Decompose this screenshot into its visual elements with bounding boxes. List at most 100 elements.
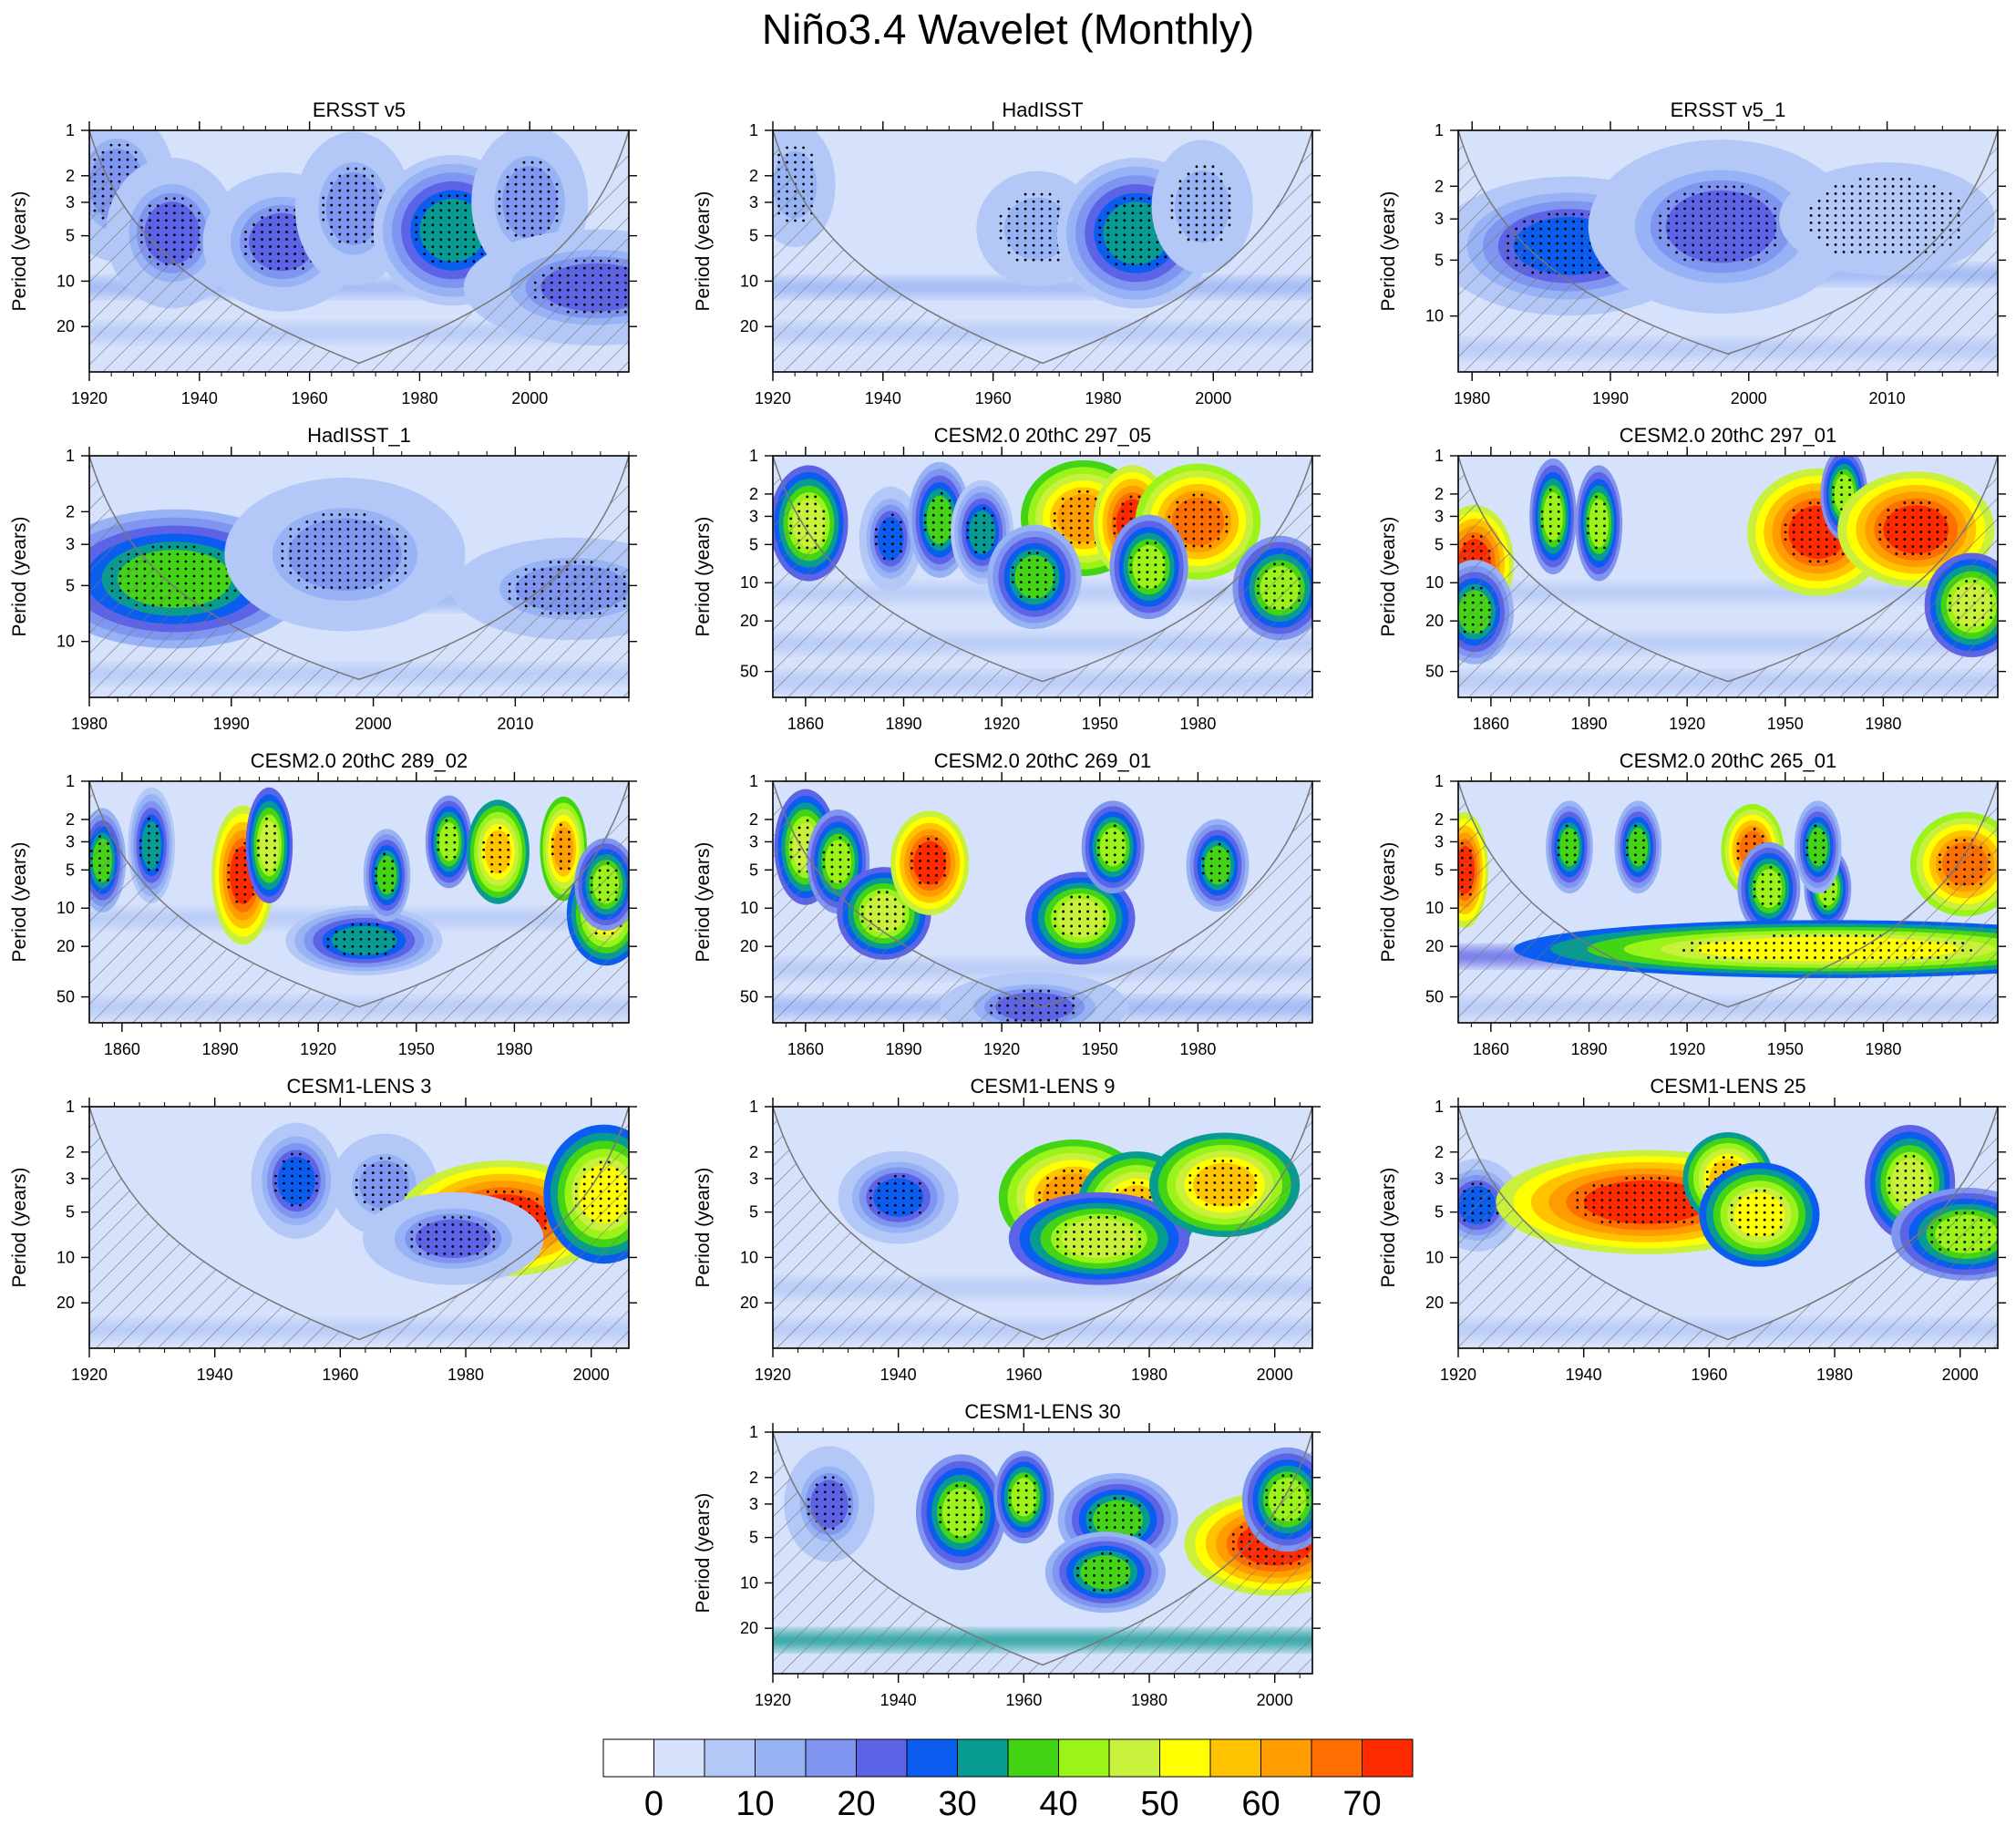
y-tick-label: 10 bbox=[740, 1573, 758, 1592]
y-tick-label: 3 bbox=[66, 193, 75, 211]
contour-level bbox=[1015, 555, 1054, 599]
y-tick-label: 3 bbox=[1435, 507, 1444, 525]
y-tick-label: 3 bbox=[66, 832, 75, 851]
y-tick-label: 2 bbox=[66, 810, 75, 829]
x-tick-label: 1960 bbox=[292, 389, 328, 407]
y-tick-label: 1 bbox=[1435, 447, 1444, 465]
x-tick-label: 1860 bbox=[787, 715, 824, 733]
power-blob bbox=[224, 478, 465, 632]
contour-level bbox=[332, 926, 397, 955]
contour-level bbox=[288, 519, 402, 592]
x-tick-label: 1940 bbox=[181, 389, 218, 407]
colorbar-swatch bbox=[907, 1739, 958, 1777]
y-tick-label: 5 bbox=[749, 535, 758, 553]
y-tick-label: 5 bbox=[749, 1203, 758, 1222]
y-tick-label: 2 bbox=[749, 167, 758, 185]
x-tick-label: 1920 bbox=[1440, 1366, 1476, 1384]
y-tick-label: 20 bbox=[740, 937, 758, 955]
y-tick-label: 2 bbox=[749, 485, 758, 503]
x-tick-label: 1950 bbox=[1767, 1040, 1804, 1058]
y-tick-label: 10 bbox=[57, 633, 75, 651]
y-axis-label: Period (years) bbox=[693, 517, 714, 637]
y-tick-label: 5 bbox=[1435, 1203, 1444, 1222]
colorbar-tick-label: 60 bbox=[1241, 1785, 1280, 1820]
y-tick-label: 20 bbox=[57, 1294, 75, 1312]
panel-title: HadISST bbox=[1002, 98, 1083, 121]
y-tick-label: 1 bbox=[1435, 1098, 1444, 1116]
y-tick-label: 10 bbox=[740, 272, 758, 290]
colorbar-tick-label: 70 bbox=[1342, 1785, 1381, 1820]
y-axis-label: Period (years) bbox=[693, 1168, 714, 1288]
x-tick-label: 1960 bbox=[1005, 1691, 1042, 1709]
y-tick-label: 50 bbox=[740, 663, 758, 681]
x-tick-label: 1980 bbox=[71, 715, 108, 733]
x-tick-label: 1860 bbox=[104, 1040, 140, 1058]
x-tick-label: 1980 bbox=[1179, 715, 1216, 733]
contour-level bbox=[1734, 1193, 1785, 1237]
y-axis-label: Period (years) bbox=[9, 1168, 30, 1288]
panel-title: CESM2.0 20thC 297_01 bbox=[1620, 424, 1837, 447]
x-tick-label: 1950 bbox=[398, 1040, 435, 1058]
x-tick-label: 1960 bbox=[975, 389, 1012, 407]
panel-title: CESM2.0 20thC 269_01 bbox=[934, 749, 1152, 772]
y-axis-label: Period (years) bbox=[1378, 517, 1399, 637]
y-tick-label: 5 bbox=[1435, 535, 1444, 553]
colorbar-swatch bbox=[654, 1739, 705, 1777]
x-tick-label: 2000 bbox=[511, 389, 548, 407]
y-tick-label: 5 bbox=[749, 1529, 758, 1547]
y-axis-label: Period (years) bbox=[9, 517, 30, 637]
contour-level bbox=[1629, 828, 1649, 866]
x-tick-label: 1940 bbox=[880, 1691, 917, 1709]
colorbar-tick-label: 30 bbox=[938, 1785, 976, 1820]
contour-level bbox=[260, 821, 280, 870]
x-tick-label: 1990 bbox=[213, 715, 250, 733]
x-tick-label: 1980 bbox=[1865, 1040, 1901, 1058]
contour-level bbox=[553, 827, 573, 871]
y-tick-label: 1 bbox=[749, 772, 758, 790]
y-tick-label: 3 bbox=[66, 1170, 75, 1188]
figure-title: Niño3.4 Wavelet (Monthly) bbox=[762, 5, 1254, 53]
x-tick-label: 2010 bbox=[497, 715, 533, 733]
x-tick-label: 1920 bbox=[755, 1366, 791, 1384]
colorbar-tick-label: 0 bbox=[644, 1785, 663, 1820]
colorbar-swatch bbox=[1311, 1739, 1363, 1777]
y-tick-label: 10 bbox=[1425, 307, 1444, 325]
y-tick-label: 10 bbox=[1425, 573, 1444, 592]
y-tick-label: 2 bbox=[1435, 810, 1444, 829]
contour-level bbox=[1589, 500, 1610, 548]
y-tick-label: 20 bbox=[740, 1294, 758, 1312]
colorbar-swatch bbox=[603, 1739, 654, 1777]
panel-title: ERSST v5 bbox=[313, 98, 406, 121]
x-tick-label: 1920 bbox=[300, 1040, 336, 1058]
y-tick-label: 5 bbox=[1435, 861, 1444, 879]
x-tick-label: 1860 bbox=[1473, 1040, 1509, 1058]
contour-level bbox=[1543, 492, 1563, 541]
power-blob bbox=[1699, 1162, 1819, 1266]
colorbar-tick-label: 20 bbox=[837, 1785, 875, 1820]
panel-title: CESM2.0 20thC 265_01 bbox=[1620, 749, 1837, 772]
x-tick-label: 1920 bbox=[1669, 1040, 1705, 1058]
y-tick-label: 3 bbox=[749, 193, 758, 211]
contour-level bbox=[485, 830, 511, 874]
colorbar-swatch bbox=[857, 1739, 908, 1777]
y-tick-label: 5 bbox=[749, 861, 758, 879]
colorbar-swatch bbox=[705, 1739, 756, 1777]
x-tick-label: 2000 bbox=[355, 715, 392, 733]
contour-level bbox=[873, 1178, 923, 1216]
x-tick-label: 2000 bbox=[1257, 1366, 1293, 1384]
colorbar-swatch bbox=[1210, 1739, 1261, 1777]
contour-level bbox=[439, 822, 459, 861]
colorbar-tick-label: 10 bbox=[735, 1785, 774, 1820]
power-blob bbox=[246, 788, 293, 903]
y-tick-label: 2 bbox=[66, 1143, 75, 1161]
y-tick-label: 10 bbox=[57, 899, 75, 917]
